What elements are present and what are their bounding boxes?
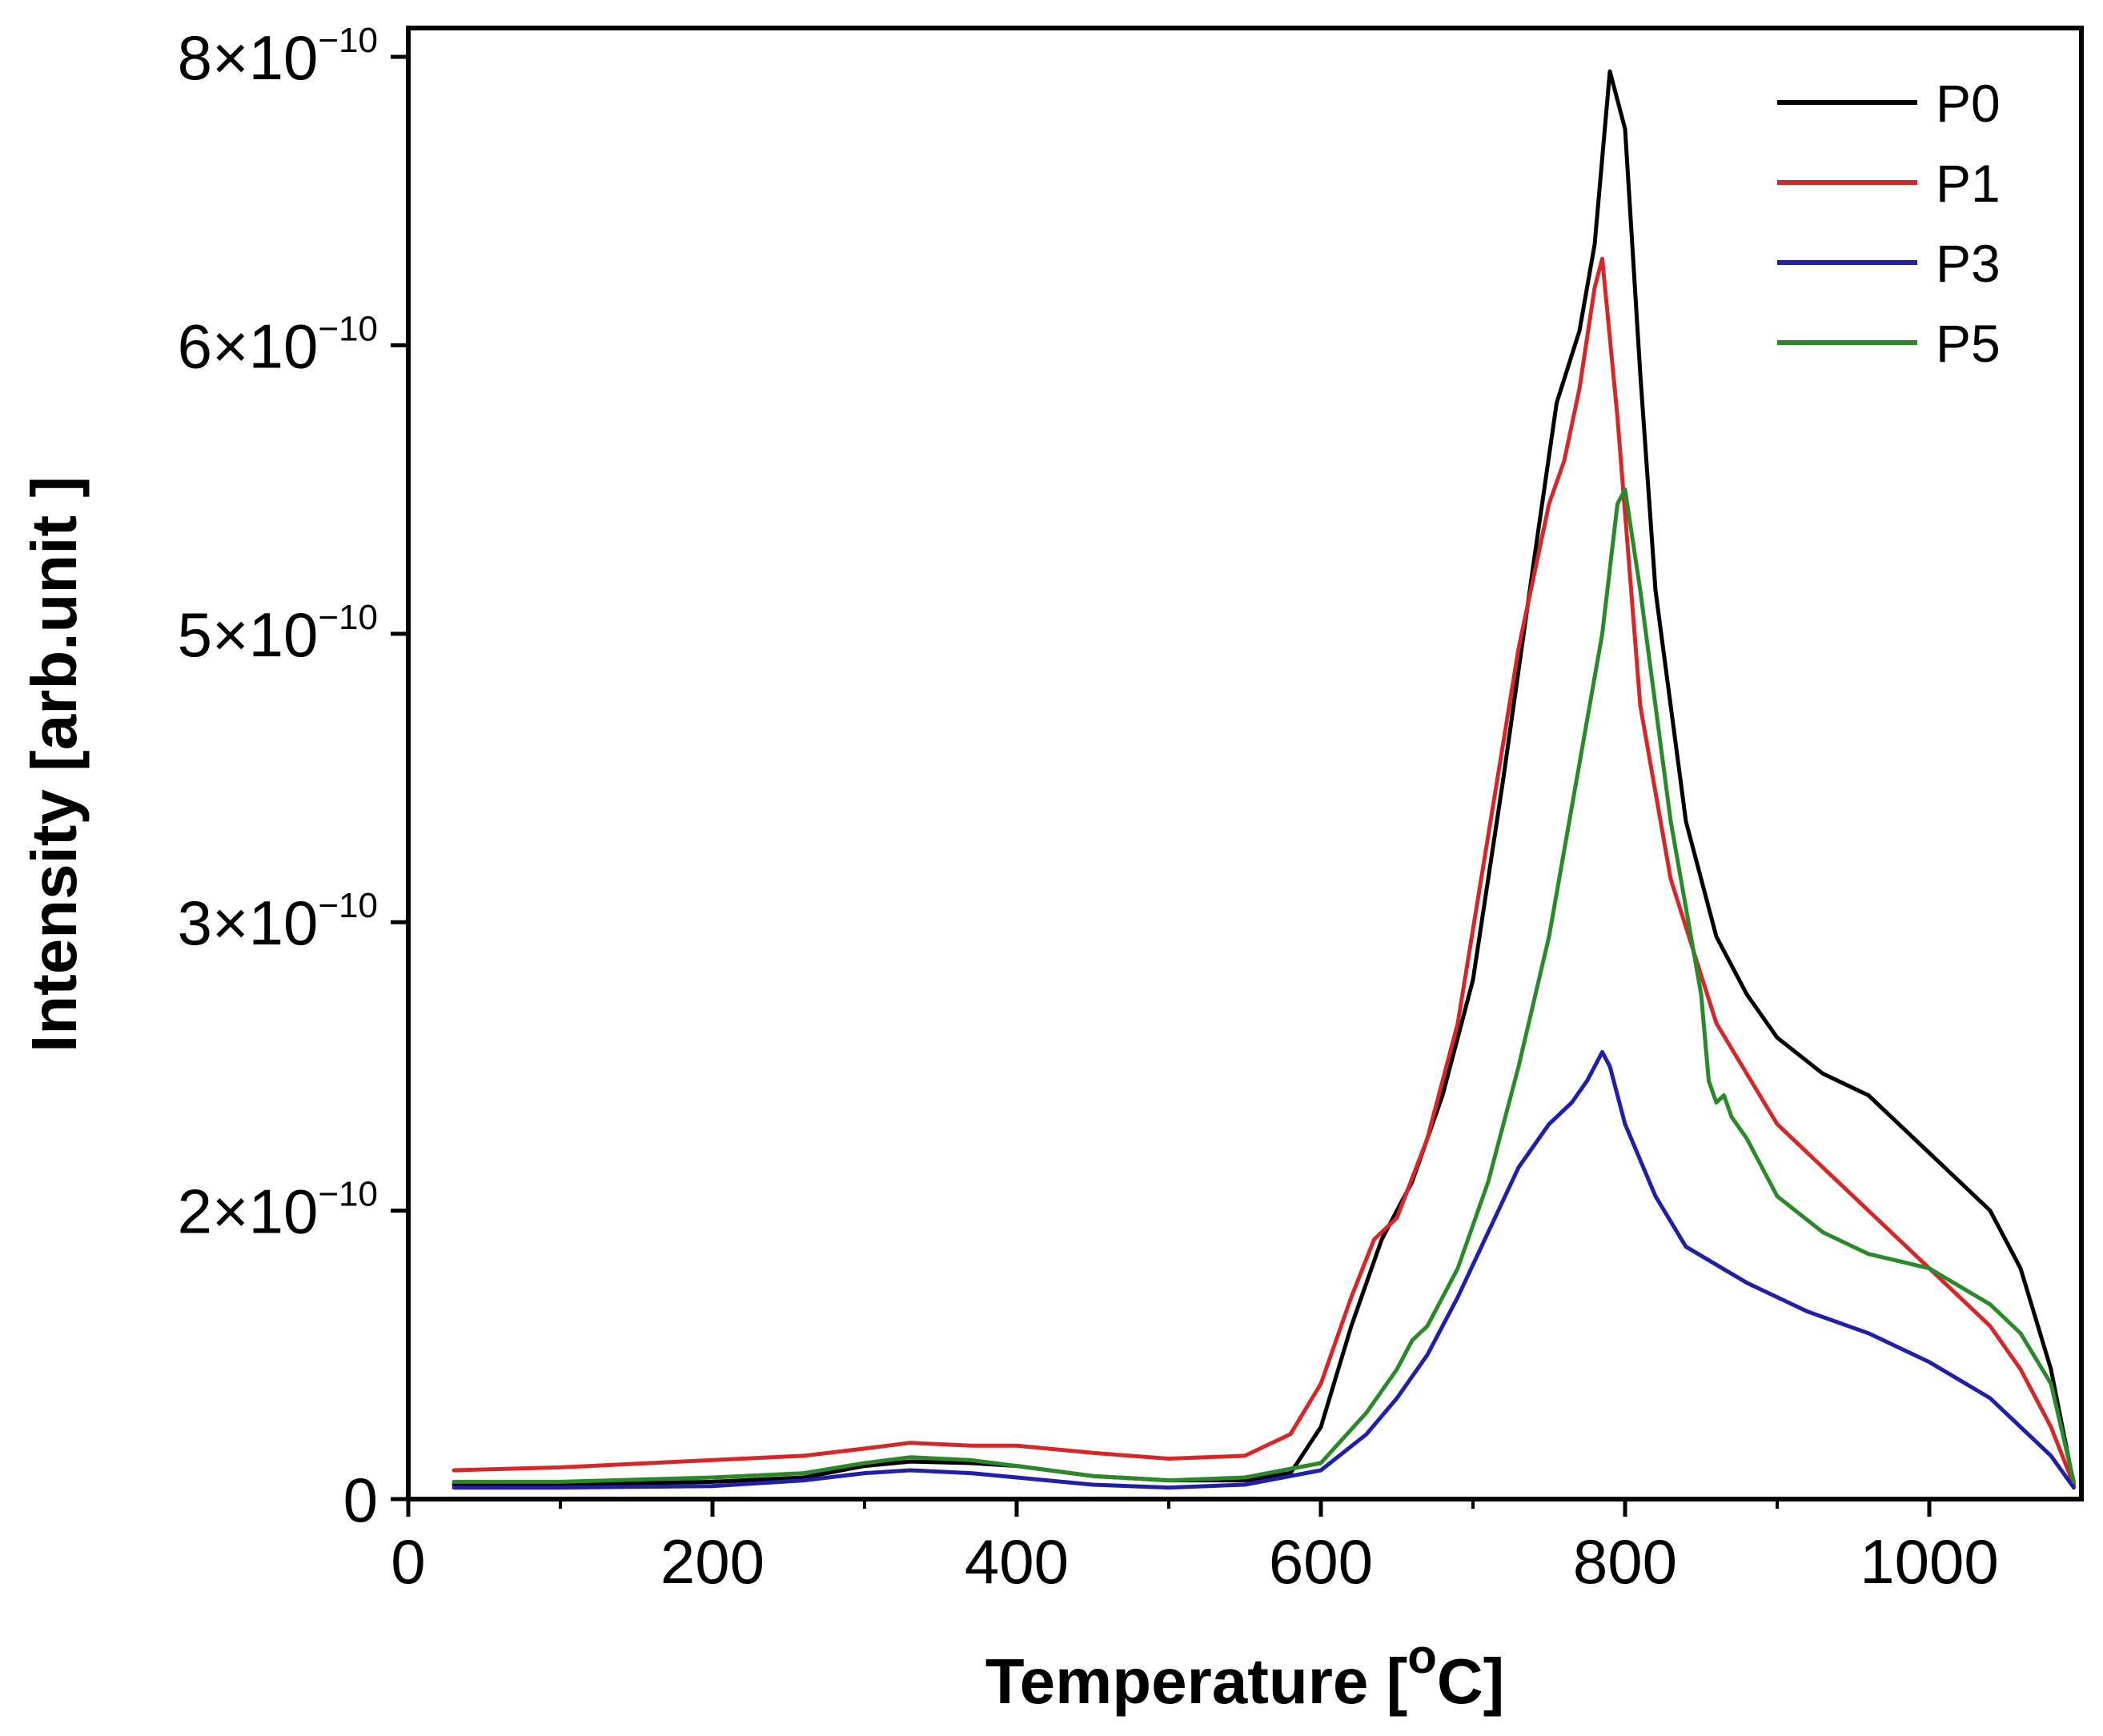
y-tick-label: 6×10−10 bbox=[178, 309, 378, 381]
x-axis-unit-superscript: o bbox=[1407, 1630, 1437, 1683]
legend-label-p5: P5 bbox=[1936, 314, 2001, 373]
x-axis: 0 200 400 600 800 1000 bbox=[391, 1499, 1999, 1597]
plot-frame bbox=[406, 26, 2084, 1501]
series-layer bbox=[452, 69, 2076, 1490]
legend-label-p3: P3 bbox=[1936, 234, 2001, 293]
legend-label-p0: P0 bbox=[1936, 74, 2001, 133]
y-tick-label: 8×10−10 bbox=[178, 21, 378, 93]
legend-label-p1: P1 bbox=[1936, 154, 2001, 213]
x-tick-label: 400 bbox=[965, 1526, 1069, 1597]
y-tick-label: 0 bbox=[343, 1465, 378, 1535]
series-line-p0 bbox=[452, 69, 2076, 1487]
series-line-p3 bbox=[452, 1049, 2076, 1490]
series-line-p1 bbox=[452, 256, 2076, 1487]
x-tick-label: 1000 bbox=[1860, 1526, 1999, 1597]
series-line-p5 bbox=[452, 487, 2076, 1484]
x-axis-unit: C] bbox=[1437, 1646, 1504, 1717]
x-tick-label: 800 bbox=[1573, 1526, 1677, 1597]
y-axis-title: Intensity [arb.unit ] bbox=[18, 476, 90, 1052]
x-tick-label: 600 bbox=[1269, 1526, 1373, 1597]
legend: P0 P1 P3 P5 bbox=[1777, 74, 2001, 373]
y-axis: 0 2×10−10 3×10−10 5×10−10 6×10−10 8×10−10 bbox=[178, 21, 408, 1535]
y-tick-label: 3×10−10 bbox=[178, 886, 378, 958]
x-tick-label: 200 bbox=[660, 1526, 765, 1597]
x-tick-label: 0 bbox=[391, 1526, 425, 1597]
y-tick-label: 2×10−10 bbox=[178, 1175, 378, 1247]
y-tick-label: 5×10−10 bbox=[178, 598, 378, 670]
x-axis-title: Temperature [oC] bbox=[985, 1630, 1505, 1717]
